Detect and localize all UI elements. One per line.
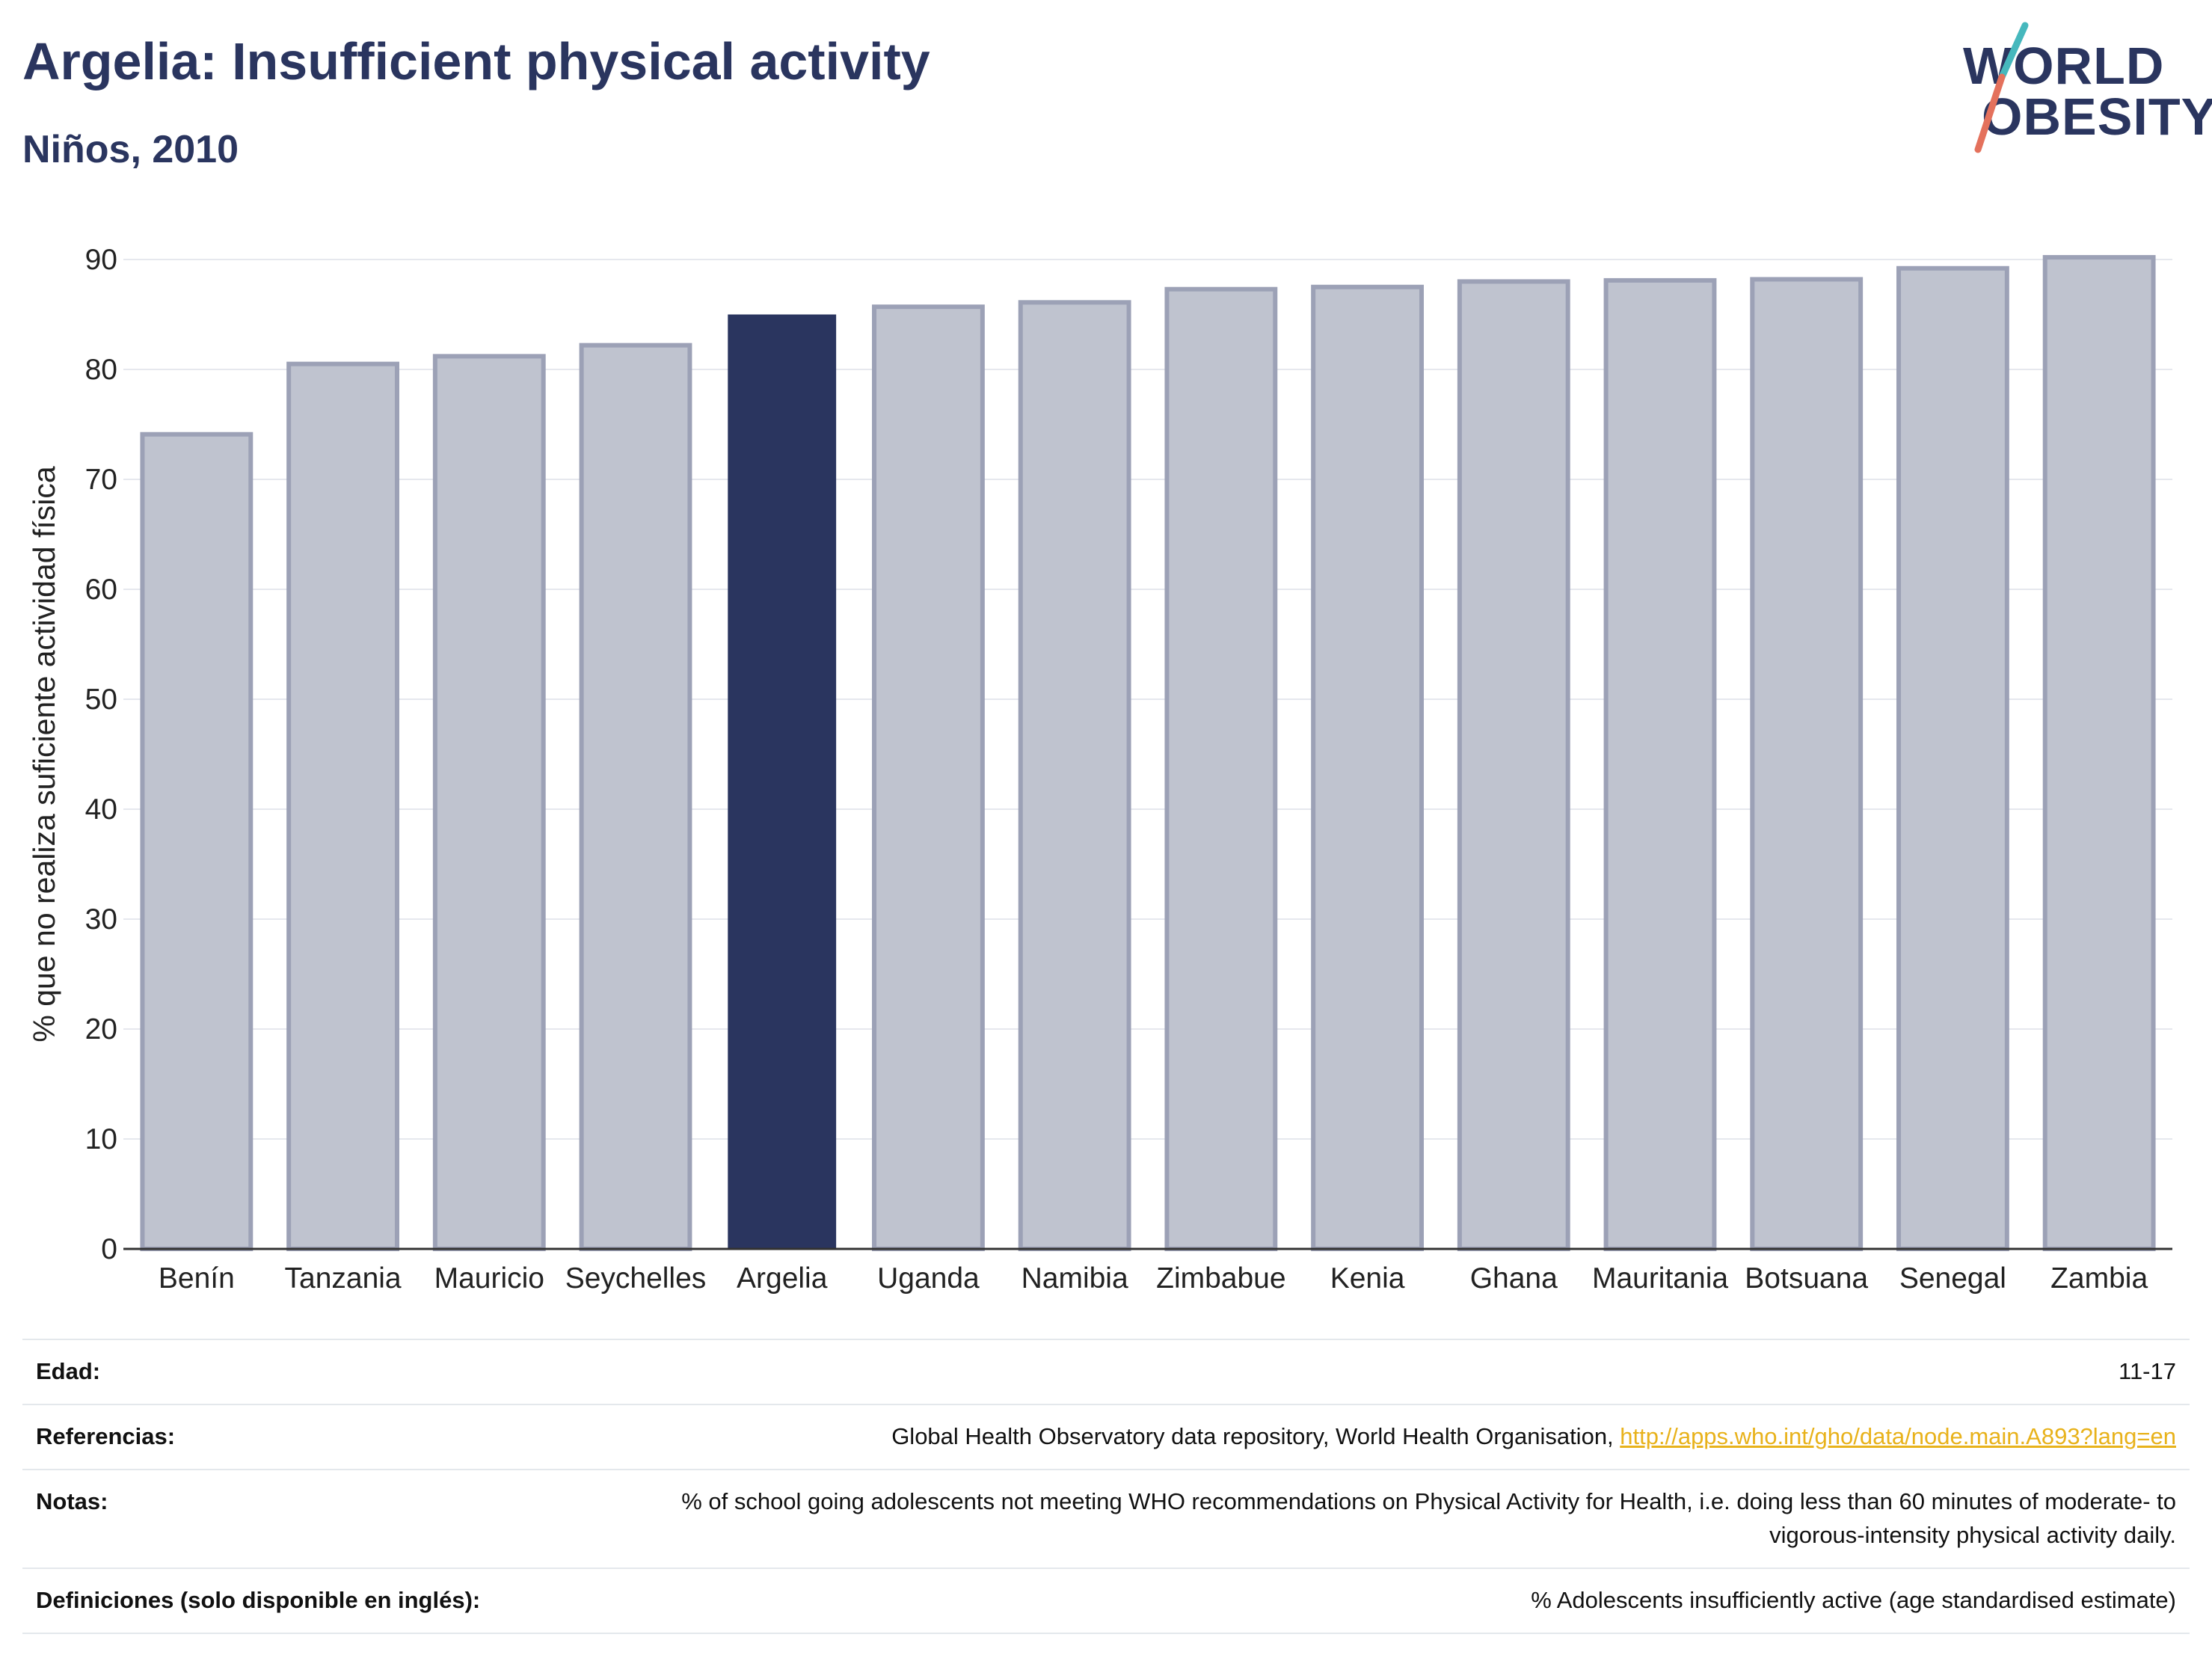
y-tick-label: 30 — [85, 903, 117, 936]
info-value: % Adolescents insufficiently active (age… — [573, 1567, 2190, 1634]
info-key: Referencias: — [22, 1403, 573, 1470]
y-tick-label: 60 — [85, 574, 117, 606]
info-row: Referencias: Global Health Observatory da… — [22, 1403, 2190, 1470]
bar-highlight — [728, 314, 837, 1249]
bar — [579, 343, 692, 1251]
info-value: Global Health Observatory data repositor… — [573, 1403, 2190, 1470]
bar — [1018, 300, 1131, 1252]
bar — [1603, 277, 1717, 1251]
reference-link[interactable]: http://apps.who.int/gho/data/node.main.A… — [1620, 1422, 2176, 1449]
chart-title: Argelia: Insufficient physical activity — [22, 32, 930, 90]
axes: 0 10 20 30 40 50 60 70 80 90 Benín Tanzania Mauricio… — [85, 244, 2172, 1295]
logo-slash-icon — [1974, 22, 2029, 153]
y-tick-label: 50 — [85, 684, 117, 716]
y-tick-label: 20 — [85, 1013, 117, 1045]
bar — [286, 361, 399, 1251]
x-tick-label: Ghana — [1470, 1262, 1558, 1295]
info-value-text: 11-17 — [2119, 1358, 2176, 1384]
y-tick-label: 90 — [85, 244, 117, 276]
info-key: Notas: — [22, 1468, 573, 1569]
x-tick-label: Benín — [159, 1262, 235, 1295]
bar — [872, 304, 985, 1252]
info-value: % of school going adolescents not meetin… — [573, 1468, 2190, 1569]
info-row: Edad: 11-17 — [22, 1339, 2190, 1405]
x-tick-label: Zambia — [2050, 1262, 2148, 1295]
x-tick-label: Mauritania — [1592, 1262, 1728, 1295]
info-value-text: Global Health Observatory data repositor… — [891, 1422, 1620, 1449]
bar — [140, 432, 254, 1252]
bar — [432, 354, 546, 1252]
x-tick-label: Argelia — [737, 1262, 828, 1295]
info-value: 11-17 — [573, 1339, 2190, 1405]
bar — [1457, 279, 1570, 1251]
bar-chart: 0 10 20 30 40 50 60 70 80 90 Benín Tanzania Mauricio… — [27, 244, 2172, 1295]
logo-text-line2: OBESITY — [1982, 87, 2212, 146]
x-tick-label: Senegal — [1899, 1262, 2006, 1295]
x-tick-label: Kenia — [1330, 1262, 1405, 1295]
y-tick-label: 10 — [85, 1123, 117, 1155]
world-obesity-logo: WORLD OBESITY — [1956, 21, 2212, 163]
y-tick-label: 80 — [85, 354, 117, 386]
bar — [2042, 255, 2156, 1251]
info-value-text: % Adolescents insufficiently active (age… — [1531, 1586, 2176, 1613]
info-key: Definiciones (solo disponible en inglés)… — [22, 1567, 573, 1634]
x-tick-label: Tanzania — [285, 1262, 402, 1295]
info-table: Edad: 11-17 Referencias: Global Health Obse… — [22, 1339, 2190, 1634]
bar — [1750, 277, 1864, 1252]
info-key: Edad: — [22, 1339, 573, 1405]
bar — [1896, 265, 2009, 1251]
chart-subtitle: Niños, 2010 — [22, 128, 239, 171]
y-axis-title: % que no realiza suficiente actividad fí… — [27, 466, 61, 1043]
y-tick-label: 0 — [101, 1233, 117, 1265]
y-tick-label: 40 — [85, 793, 117, 826]
x-tick-label: Seychelles — [565, 1262, 707, 1295]
x-tick-label: Mauricio — [434, 1262, 544, 1295]
bar — [1164, 286, 1278, 1252]
gridlines — [123, 259, 2172, 1140]
x-tick-label: Namibia — [1021, 1262, 1128, 1295]
y-tick-label: 70 — [85, 464, 117, 496]
bar — [1311, 284, 1424, 1251]
x-tick-label: Zimbabue — [1156, 1262, 1285, 1295]
info-value-text: % of school going adolescents not meetin… — [681, 1487, 2176, 1548]
info-row: Definiciones (solo disponible en inglés)… — [22, 1567, 2190, 1634]
info-row: Notas: % of school going adolescents not … — [22, 1468, 2190, 1569]
x-tick-label: Botsuana — [1745, 1262, 1868, 1295]
bars — [140, 255, 2156, 1252]
x-tick-label: Uganda — [877, 1262, 980, 1295]
